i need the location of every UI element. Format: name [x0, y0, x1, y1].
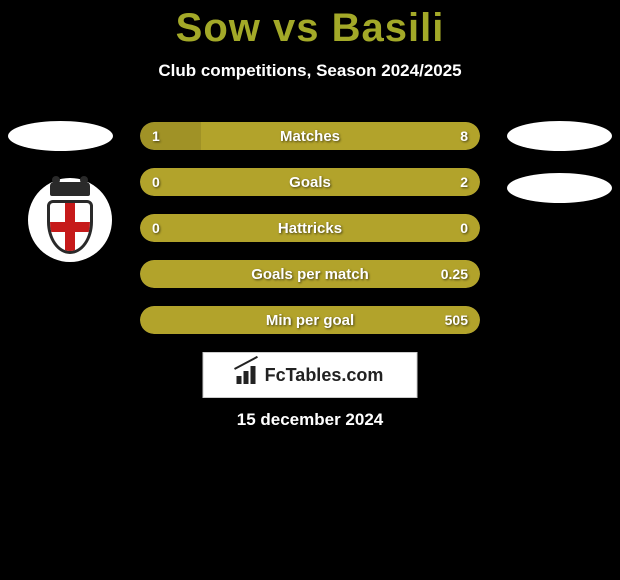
shield-icon	[47, 200, 93, 254]
brand-logo[interactable]: FcTables.com	[203, 352, 418, 398]
right-player-placeholder-2	[507, 173, 612, 203]
right-player-placeholder-1	[507, 121, 612, 151]
left-club-crest	[28, 178, 112, 262]
stat-right-value: 0	[460, 214, 468, 242]
stat-row-hattricks: 0 Hattricks 0	[140, 214, 480, 242]
stat-row-goals-per-match: Goals per match 0.25	[140, 260, 480, 288]
snapshot-date: 15 december 2024	[0, 410, 620, 430]
stat-label: Goals	[140, 168, 480, 196]
comparison-bars: 1 Matches 8 0 Goals 2 0 Hattricks 0 Goal…	[140, 122, 480, 352]
page-subtitle: Club competitions, Season 2024/2025	[0, 61, 620, 81]
stat-right-value: 0.25	[441, 260, 468, 288]
left-player-placeholder	[8, 121, 113, 151]
stat-right-value: 8	[460, 122, 468, 150]
page-title: Sow vs Basili	[0, 0, 620, 51]
stat-label: Hattricks	[140, 214, 480, 242]
stat-row-matches: 1 Matches 8	[140, 122, 480, 150]
crest-crown-icon	[50, 182, 90, 196]
stat-right-value: 2	[460, 168, 468, 196]
stat-label: Matches	[140, 122, 480, 150]
bar-chart-icon	[237, 366, 259, 384]
stat-label: Min per goal	[140, 306, 480, 334]
stat-row-goals: 0 Goals 2	[140, 168, 480, 196]
stat-row-min-per-goal: Min per goal 505	[140, 306, 480, 334]
brand-name: FcTables.com	[265, 365, 384, 386]
stat-right-value: 505	[445, 306, 468, 334]
stat-label: Goals per match	[140, 260, 480, 288]
